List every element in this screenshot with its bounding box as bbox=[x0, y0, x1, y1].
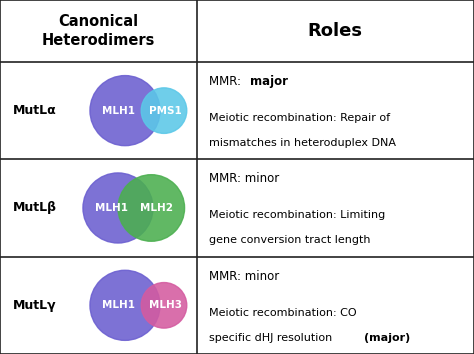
Circle shape bbox=[141, 282, 187, 328]
Text: Roles: Roles bbox=[308, 22, 363, 40]
Text: major: major bbox=[250, 75, 288, 88]
Text: MLH2: MLH2 bbox=[140, 203, 173, 213]
Text: specific dHJ resolution: specific dHJ resolution bbox=[209, 333, 336, 343]
Text: Meiotic recombination: CO: Meiotic recombination: CO bbox=[209, 308, 356, 318]
Circle shape bbox=[141, 88, 187, 133]
Circle shape bbox=[90, 76, 160, 146]
Circle shape bbox=[90, 270, 160, 341]
Text: MutLβ: MutLβ bbox=[13, 201, 57, 215]
Circle shape bbox=[83, 173, 153, 243]
Text: MMR:: MMR: bbox=[209, 75, 245, 88]
Text: MLH1: MLH1 bbox=[95, 203, 128, 213]
Text: MMR: minor: MMR: minor bbox=[209, 172, 279, 185]
Text: Meiotic recombination: Repair of: Meiotic recombination: Repair of bbox=[209, 113, 390, 123]
Circle shape bbox=[118, 175, 184, 241]
Text: Canonical
Heterodimers: Canonical Heterodimers bbox=[42, 14, 155, 48]
Text: MLH1: MLH1 bbox=[102, 300, 135, 310]
Text: Meiotic recombination: Limiting: Meiotic recombination: Limiting bbox=[209, 210, 385, 220]
Text: PMS1: PMS1 bbox=[149, 105, 182, 116]
Text: gene conversion tract length: gene conversion tract length bbox=[209, 235, 370, 245]
Text: MutLα: MutLα bbox=[13, 104, 57, 117]
Text: MLH3: MLH3 bbox=[149, 300, 182, 310]
Text: (major): (major) bbox=[364, 333, 410, 343]
Text: MLH1: MLH1 bbox=[102, 105, 135, 116]
Text: mismatches in heteroduplex DNA: mismatches in heteroduplex DNA bbox=[209, 138, 396, 148]
Text: MutLγ: MutLγ bbox=[13, 299, 56, 312]
Text: MMR: minor: MMR: minor bbox=[209, 270, 279, 282]
